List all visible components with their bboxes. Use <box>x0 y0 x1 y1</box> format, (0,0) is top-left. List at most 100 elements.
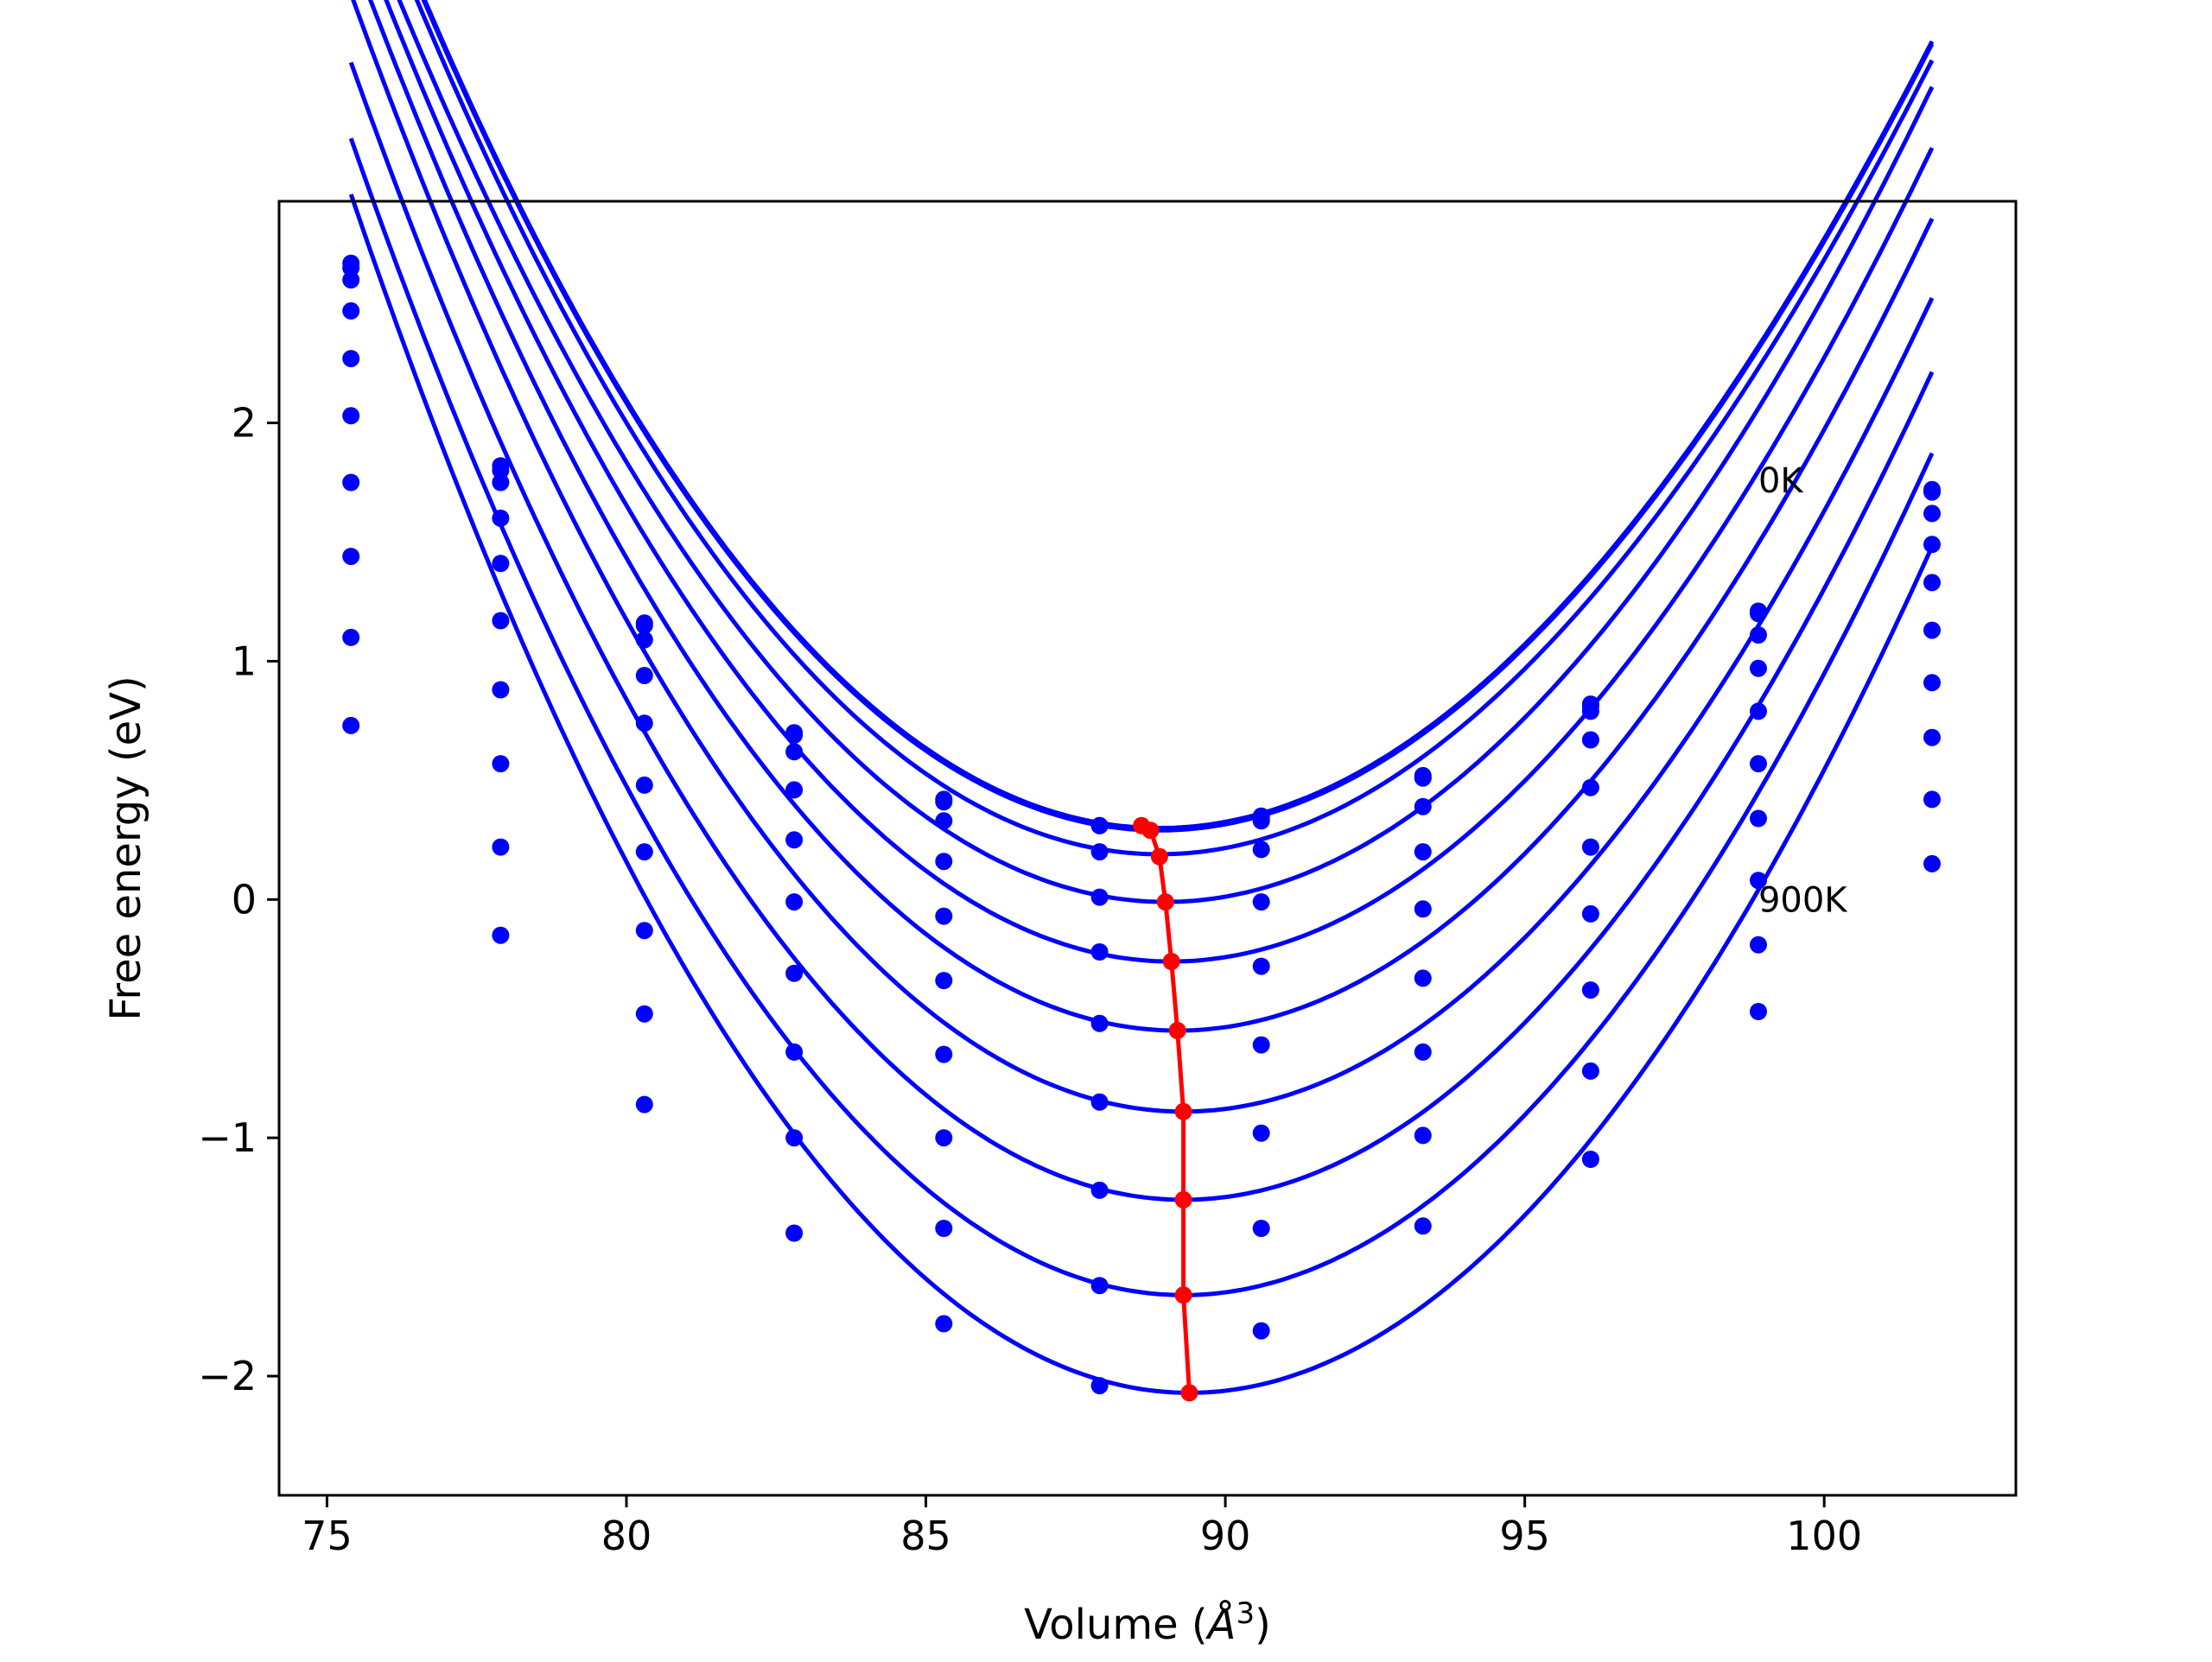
data-point-s8-3 <box>635 922 653 940</box>
minimum-point-2 <box>1141 821 1160 840</box>
annotations: 0K 900K <box>1758 461 1848 921</box>
data-point-s3-2 <box>492 473 510 492</box>
data-point-s3-7 <box>1252 812 1270 830</box>
x-tick-label: 100 <box>1786 1513 1862 1559</box>
data-point-s7-1 <box>342 473 360 492</box>
data-point-s9-1 <box>342 628 360 646</box>
data-point-s8-8 <box>1414 1043 1432 1061</box>
y-axis-label: Free energy (eV) <box>102 676 150 1020</box>
data-point-s3-9 <box>1581 702 1599 720</box>
minimum-point-6 <box>1168 1022 1186 1039</box>
data-point-s6-3 <box>635 776 653 794</box>
data-point-s9-4 <box>785 1129 804 1147</box>
data-point-s3-4 <box>785 743 804 761</box>
data-point-s6-2 <box>492 612 510 630</box>
data-point-s5-11 <box>1923 574 1941 592</box>
data-point-s5-3 <box>635 714 653 733</box>
fit-curve-8 <box>348 61 1935 1202</box>
data-point-s9-10 <box>1750 936 1767 954</box>
plot-frame <box>277 200 2018 1497</box>
data-point-s10-4 <box>785 1224 804 1242</box>
data-point-s4-3 <box>635 667 653 684</box>
data-point-s7-6 <box>1090 1093 1109 1111</box>
data-point-s5-6 <box>1090 943 1109 961</box>
data-point-s10-6 <box>1090 1377 1109 1395</box>
data-point-s10-3 <box>635 1095 653 1113</box>
data-point-s4-7 <box>1252 841 1270 859</box>
data-point-s9-3 <box>635 1005 653 1023</box>
data-point-s3-3 <box>635 631 653 649</box>
data-point-s9-2 <box>492 838 510 856</box>
data-point-s10-10 <box>1750 1003 1767 1020</box>
data-point-s4-10 <box>1750 659 1767 677</box>
data-point-s5-1 <box>342 350 360 368</box>
data-point-s5-2 <box>492 555 510 573</box>
data-point-s10-1 <box>342 716 360 734</box>
data-point-s4-4 <box>785 781 804 799</box>
minimum-point-3 <box>1150 847 1168 866</box>
data-point-s8-1 <box>342 548 360 566</box>
data-point-s7-5 <box>935 1045 953 1063</box>
y-tick-label: −1 <box>198 1114 257 1161</box>
y-tick-label: 1 <box>232 638 257 684</box>
data-point-s9-8 <box>1414 1126 1432 1145</box>
data-point-s5-10 <box>1750 702 1767 720</box>
data-point-s2-5 <box>935 793 953 811</box>
data-point-s7-2 <box>492 681 510 699</box>
data-point-s8-11 <box>1923 728 1941 746</box>
data-point-s2-3 <box>635 617 653 635</box>
data-point-s9-6 <box>1090 1277 1109 1295</box>
data-point-s4-6 <box>1090 888 1109 906</box>
data-point-s6-4 <box>785 893 804 911</box>
x-axis-label: Volume (Å3) <box>1024 1596 1271 1649</box>
x-tick-label: 75 <box>302 1513 353 1559</box>
data-point-s7-7 <box>1252 1036 1270 1054</box>
minimum-path-line <box>1140 823 1192 1393</box>
annotation-label-2: 900K <box>1758 880 1848 920</box>
data-point-s5-8 <box>1414 843 1432 861</box>
data-point-s6-6 <box>1090 1014 1109 1032</box>
data-point-s6-11 <box>1923 621 1941 639</box>
data-point-s6-9 <box>1581 838 1599 856</box>
data-point-s9-5 <box>935 1220 953 1237</box>
data-point-s5-5 <box>935 907 953 925</box>
minimum-point-9 <box>1174 1286 1192 1304</box>
data-point-s6-7 <box>1252 957 1270 975</box>
data-points <box>342 254 1941 1395</box>
y-tick-label: 0 <box>232 876 257 923</box>
data-point-s2-1 <box>342 259 360 277</box>
data-point-s7-8 <box>1414 969 1432 987</box>
data-point-s8-10 <box>1750 872 1767 890</box>
fit-curve-4 <box>397 0 1935 904</box>
minimum-point-4 <box>1156 893 1174 911</box>
data-point-s7-10 <box>1750 809 1767 828</box>
data-point-s7-11 <box>1923 674 1941 692</box>
data-point-s6-5 <box>935 972 953 990</box>
data-point-s10-2 <box>492 926 510 944</box>
minimum-point-7 <box>1174 1102 1192 1120</box>
fit-curve-7 <box>351 0 1935 1114</box>
data-point-s8-5 <box>935 1129 953 1147</box>
data-point-s7-3 <box>635 843 653 861</box>
x-tick-label: 85 <box>900 1513 951 1559</box>
data-point-s3-1 <box>342 271 360 289</box>
data-point-s9-11 <box>1923 790 1941 809</box>
x-tick-label: 80 <box>601 1513 652 1559</box>
data-point-s6-8 <box>1414 900 1432 918</box>
data-point-s2-2 <box>492 461 510 479</box>
data-point-s10-8 <box>1414 1217 1432 1235</box>
y-tick-label: 2 <box>232 400 257 447</box>
data-point-s4-5 <box>935 853 953 871</box>
data-point-s4-8 <box>1414 797 1432 815</box>
data-point-s3-10 <box>1750 626 1767 644</box>
data-point-s9-9 <box>1581 1062 1599 1080</box>
minimum-path <box>1133 816 1198 1402</box>
data-point-s6-1 <box>342 407 360 425</box>
data-point-s3-6 <box>1090 843 1109 861</box>
data-point-s7-4 <box>785 964 804 982</box>
data-point-s10-7 <box>1252 1322 1270 1340</box>
fit-curve-3 <box>414 0 1935 857</box>
data-point-s6-10 <box>1750 755 1767 773</box>
annotation-label-1: 0K <box>1758 461 1804 501</box>
data-point-s10-9 <box>1581 1151 1599 1168</box>
